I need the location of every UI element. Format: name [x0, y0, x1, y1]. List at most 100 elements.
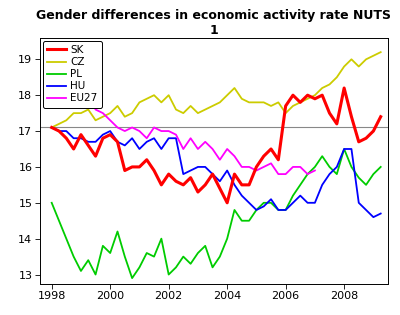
- CZ: [203, 108, 208, 112]
- HU: [254, 208, 259, 212]
- PL: [327, 165, 332, 169]
- SK: [283, 104, 288, 108]
- CZ: [57, 122, 62, 126]
- HU: [356, 201, 361, 205]
- SK: [196, 190, 200, 194]
- SK: [108, 133, 112, 136]
- HU: [371, 215, 376, 219]
- HU: [152, 136, 156, 140]
- HU: [298, 194, 303, 198]
- PL: [86, 258, 91, 262]
- HU: [218, 179, 222, 183]
- HU: [188, 169, 193, 172]
- CZ: [378, 50, 383, 54]
- PL: [78, 269, 83, 273]
- PL: [239, 219, 244, 223]
- SK: [290, 93, 295, 97]
- CZ: [225, 93, 230, 97]
- CZ: [364, 57, 368, 61]
- PL: [188, 262, 193, 266]
- HU: [93, 140, 98, 144]
- HU: [305, 201, 310, 205]
- HU: [122, 144, 127, 147]
- Line: CZ: CZ: [52, 52, 381, 128]
- EU27: [93, 108, 98, 112]
- EU27: [137, 129, 142, 133]
- PL: [312, 165, 317, 169]
- SK: [159, 183, 164, 187]
- PL: [232, 208, 237, 212]
- PL: [57, 219, 62, 223]
- HU: [64, 129, 69, 133]
- PL: [218, 255, 222, 259]
- PL: [49, 201, 54, 205]
- HU: [130, 136, 134, 140]
- CZ: [210, 104, 215, 108]
- SK: [122, 169, 127, 172]
- HU: [312, 201, 317, 205]
- SK: [174, 179, 178, 183]
- EU27: [276, 172, 281, 176]
- SK: [276, 158, 281, 162]
- CZ: [188, 104, 193, 108]
- HU: [49, 126, 54, 129]
- SK: [71, 147, 76, 151]
- CZ: [269, 104, 274, 108]
- CZ: [115, 104, 120, 108]
- PL: [100, 244, 105, 248]
- CZ: [144, 97, 149, 101]
- EU27: [122, 129, 127, 133]
- HU: [137, 147, 142, 151]
- PL: [108, 251, 112, 255]
- EU27: [269, 162, 274, 165]
- CZ: [232, 86, 237, 90]
- PL: [181, 255, 186, 259]
- SK: [78, 133, 83, 136]
- EU27: [108, 118, 112, 122]
- CZ: [371, 54, 376, 58]
- CZ: [261, 100, 266, 104]
- SK: [144, 158, 149, 162]
- SK: [378, 115, 383, 119]
- PL: [144, 251, 149, 255]
- SK: [181, 183, 186, 187]
- HU: [269, 197, 274, 201]
- HU: [232, 183, 237, 187]
- CZ: [239, 97, 244, 101]
- HU: [108, 129, 112, 133]
- EU27: [218, 158, 222, 162]
- HU: [115, 140, 120, 144]
- PL: [298, 183, 303, 187]
- HU: [86, 140, 91, 144]
- HU: [144, 140, 149, 144]
- SK: [305, 93, 310, 97]
- PL: [378, 165, 383, 169]
- PL: [269, 201, 274, 205]
- CZ: [276, 100, 281, 104]
- CZ: [49, 126, 54, 129]
- SK: [298, 100, 303, 104]
- EU27: [78, 75, 83, 79]
- HU: [181, 172, 186, 176]
- Line: SK: SK: [52, 88, 381, 203]
- PL: [356, 176, 361, 180]
- PL: [334, 172, 339, 176]
- HU: [57, 129, 62, 133]
- HU: [276, 208, 281, 212]
- PL: [371, 172, 376, 176]
- SK: [166, 172, 171, 176]
- HU: [327, 172, 332, 176]
- CZ: [283, 111, 288, 115]
- HU: [334, 165, 339, 169]
- SK: [327, 111, 332, 115]
- HU: [349, 147, 354, 151]
- PL: [320, 154, 325, 158]
- HU: [290, 201, 295, 205]
- CZ: [122, 115, 127, 119]
- SK: [364, 136, 368, 140]
- PL: [166, 273, 171, 277]
- HU: [166, 136, 171, 140]
- CZ: [100, 115, 105, 119]
- PL: [196, 251, 200, 255]
- EU27: [115, 126, 120, 129]
